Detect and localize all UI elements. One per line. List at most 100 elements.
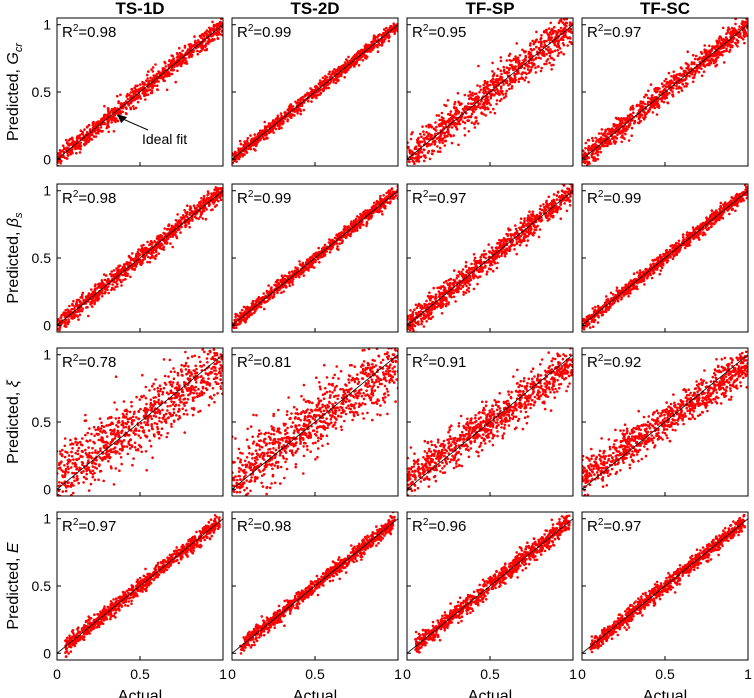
data-point bbox=[339, 65, 343, 69]
data-point bbox=[684, 62, 688, 65]
data-point bbox=[323, 77, 327, 81]
data-point bbox=[202, 194, 206, 198]
data-point bbox=[596, 150, 600, 153]
y-tick-label: 1 bbox=[43, 17, 51, 33]
data-point bbox=[459, 102, 462, 105]
data-point bbox=[63, 146, 66, 150]
data-point bbox=[548, 54, 552, 58]
data-point bbox=[208, 26, 211, 30]
data-point bbox=[206, 193, 209, 197]
data-point bbox=[508, 87, 511, 91]
data-point bbox=[373, 35, 377, 38]
data-point bbox=[512, 78, 516, 81]
column-title: TF-SC bbox=[640, 0, 690, 18]
data-point bbox=[500, 72, 503, 76]
data-point bbox=[702, 70, 706, 73]
data-point bbox=[79, 300, 82, 304]
data-point bbox=[59, 316, 63, 319]
data-point bbox=[508, 52, 512, 56]
data-point bbox=[499, 59, 503, 63]
data-point bbox=[198, 50, 202, 53]
point-group bbox=[57, 186, 223, 332]
data-point bbox=[427, 125, 431, 129]
data-point bbox=[559, 37, 563, 40]
data-point bbox=[116, 94, 119, 98]
data-point bbox=[75, 151, 78, 155]
data-point bbox=[722, 39, 725, 42]
data-point bbox=[550, 68, 553, 71]
data-point bbox=[116, 282, 119, 286]
data-point bbox=[725, 32, 728, 35]
data-point bbox=[495, 87, 499, 91]
data-point bbox=[708, 44, 711, 48]
data-point bbox=[275, 117, 278, 121]
data-point bbox=[70, 147, 74, 151]
data-point bbox=[328, 81, 332, 85]
data-point bbox=[535, 38, 538, 41]
data-point bbox=[146, 240, 149, 244]
data-point bbox=[141, 258, 145, 262]
data-point bbox=[604, 134, 607, 137]
data-point bbox=[176, 220, 179, 224]
data-point bbox=[518, 54, 522, 57]
data-point bbox=[642, 116, 645, 119]
data-point bbox=[477, 105, 480, 108]
data-point bbox=[479, 88, 483, 92]
data-point bbox=[420, 135, 423, 138]
data-point bbox=[448, 119, 452, 122]
data-point bbox=[513, 80, 517, 84]
data-point bbox=[729, 46, 732, 49]
data-point bbox=[175, 51, 179, 55]
data-point bbox=[433, 141, 437, 144]
data-point bbox=[68, 304, 71, 308]
data-point bbox=[693, 73, 696, 77]
data-point bbox=[558, 19, 562, 23]
data-point bbox=[176, 69, 179, 73]
data-point bbox=[725, 49, 728, 53]
data-point bbox=[125, 107, 128, 110]
data-point bbox=[191, 219, 194, 222]
data-point bbox=[114, 285, 117, 289]
data-point bbox=[547, 27, 551, 30]
data-point bbox=[738, 25, 741, 28]
data-point bbox=[621, 134, 624, 137]
data-point bbox=[737, 28, 741, 31]
data-point bbox=[257, 132, 260, 135]
data-point bbox=[563, 18, 566, 21]
data-point bbox=[91, 305, 94, 308]
data-point bbox=[663, 79, 666, 83]
data-point bbox=[675, 84, 678, 88]
data-point bbox=[381, 213, 384, 216]
data-point bbox=[167, 64, 171, 68]
data-point bbox=[454, 113, 458, 116]
data-point bbox=[272, 126, 276, 129]
data-point bbox=[71, 302, 74, 306]
data-point bbox=[66, 308, 69, 311]
data-point bbox=[540, 34, 543, 37]
data-point bbox=[217, 29, 220, 32]
data-point bbox=[556, 54, 560, 57]
data-point bbox=[631, 104, 634, 108]
data-point bbox=[183, 44, 187, 48]
data-point bbox=[136, 100, 140, 104]
data-point bbox=[372, 41, 375, 44]
data-point bbox=[183, 208, 186, 212]
data-point bbox=[441, 137, 445, 140]
data-point bbox=[633, 119, 637, 123]
data-point bbox=[217, 190, 221, 194]
data-point bbox=[66, 154, 70, 157]
data-point bbox=[712, 61, 716, 65]
data-point bbox=[681, 83, 685, 86]
data-point bbox=[527, 80, 530, 84]
data-point bbox=[310, 96, 314, 100]
data-point bbox=[190, 53, 194, 57]
data-point bbox=[280, 114, 283, 118]
data-point bbox=[213, 192, 217, 195]
data-point bbox=[483, 106, 487, 109]
data-point bbox=[276, 291, 279, 295]
data-point bbox=[190, 216, 194, 220]
data-point bbox=[473, 92, 477, 96]
data-point bbox=[216, 25, 219, 29]
data-point bbox=[389, 24, 392, 28]
data-point bbox=[125, 261, 128, 264]
